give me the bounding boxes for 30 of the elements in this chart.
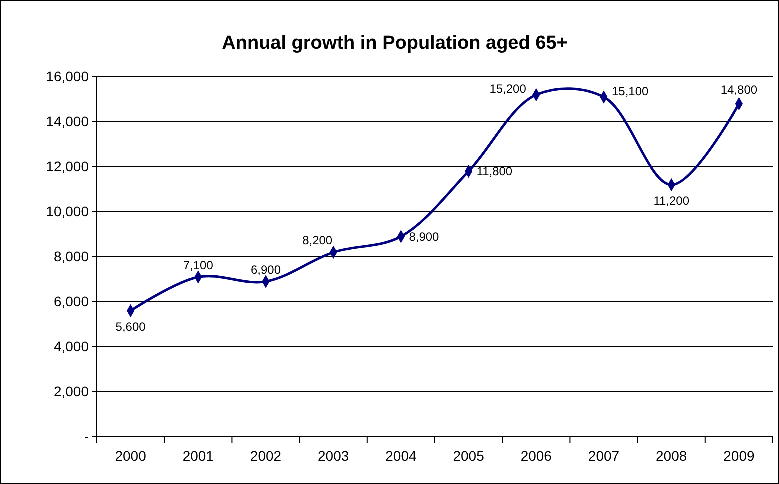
data-label: 15,100 <box>612 84 650 98</box>
data-label: 7,100 <box>183 258 214 272</box>
data-label: 11,800 <box>476 164 513 178</box>
x-tick-label: 2009 <box>724 448 755 464</box>
y-tick-label: - <box>84 428 90 444</box>
x-tick-label: 2000 <box>115 448 147 464</box>
data-label: 11,200 <box>654 194 690 208</box>
y-tick-label: 6,000 <box>54 293 90 310</box>
y-tick-label: 2,000 <box>54 383 90 400</box>
data-label: 15,200 <box>490 82 527 96</box>
y-tick-label: 8,000 <box>54 248 90 264</box>
y-tick-label: 10,000 <box>46 203 90 220</box>
y-tick-label: 14,000 <box>46 113 90 130</box>
x-tick-label: 2001 <box>182 448 214 464</box>
x-tick-label: 2003 <box>318 448 350 464</box>
y-tick-label: 12,000 <box>46 158 90 174</box>
x-tick-label: 2004 <box>386 448 417 464</box>
data-label: 5,600 <box>116 320 146 334</box>
data-label: 6,900 <box>250 262 282 277</box>
x-tick-label: 2002 <box>250 448 282 464</box>
y-tick-label: 16,000 <box>46 68 90 84</box>
data-label: 8,900 <box>409 230 440 244</box>
x-tick-label: 2008 <box>656 448 688 464</box>
data-label: 14,800 <box>720 83 758 97</box>
data-label: 8,200 <box>302 234 333 248</box>
x-tick-label: 2006 <box>520 448 552 464</box>
x-tick-label: 2007 <box>588 448 620 464</box>
y-tick-label: 4,000 <box>54 338 90 354</box>
chart-title: Annual growth in Population aged 65+ <box>222 33 568 54</box>
x-tick-label: 2005 <box>453 448 485 464</box>
